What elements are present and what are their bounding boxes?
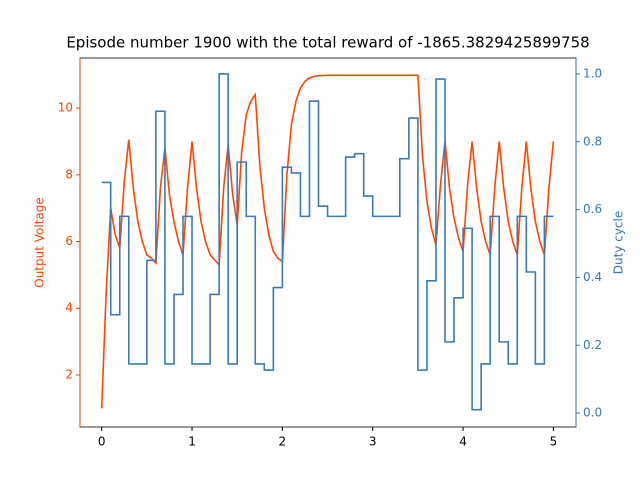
x-tick-label: 1 — [188, 435, 196, 449]
plot-frame — [79, 57, 577, 428]
x-tick-label: 3 — [369, 435, 377, 449]
y-tick-label: 2 — [65, 367, 73, 381]
y-tick-label: 4 — [65, 301, 73, 315]
y2-tick-label: 0.0 — [583, 406, 602, 420]
chart-title: Episode number 1900 with the total rewar… — [66, 34, 589, 52]
series-line — [100, 74, 555, 409]
y-axis-label: Output Voltage — [33, 197, 47, 288]
y2-tick-label: 0.8 — [583, 134, 602, 148]
y-tick-label: 6 — [65, 234, 73, 248]
y2-tick-label: 0.2 — [583, 338, 602, 352]
y2-tick-label: 0.6 — [583, 202, 602, 216]
y2-tick-label: 1.0 — [583, 66, 602, 80]
series-line — [101, 73, 554, 411]
x-tick-label: 5 — [550, 435, 558, 449]
y-tick-label: 10 — [58, 101, 73, 115]
y2-axis-label: Duty cycle — [612, 211, 626, 274]
x-tick-label: 2 — [279, 435, 287, 449]
x-tick-label: 0 — [98, 435, 106, 449]
x-tick-label: 4 — [459, 435, 467, 449]
y2-tick-label: 0.4 — [583, 270, 602, 284]
y-tick-label: 8 — [65, 167, 73, 181]
